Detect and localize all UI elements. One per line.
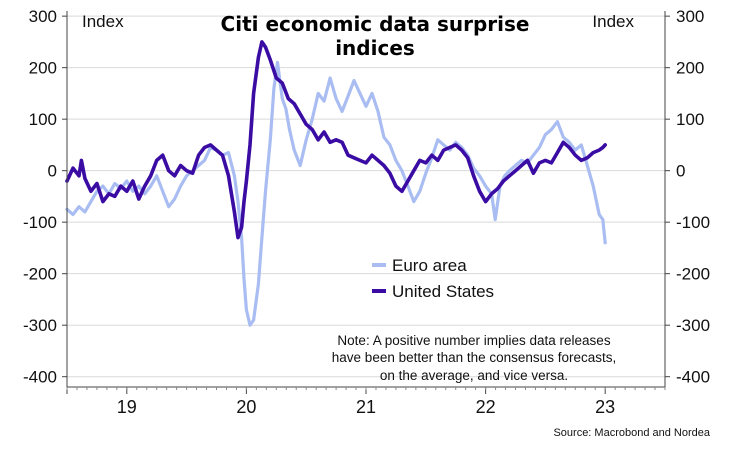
y-tick-label-left: -400 bbox=[23, 368, 57, 387]
y-tick-label-right: -300 bbox=[676, 316, 710, 335]
x-tick-label: 21 bbox=[356, 397, 376, 417]
gridlines bbox=[67, 15, 665, 378]
y-tick-label-right: 0 bbox=[676, 162, 685, 181]
note-line-3: on the average, and vice versa. bbox=[380, 368, 568, 383]
y-tick-label-left: 0 bbox=[48, 162, 57, 181]
y-tick-label-left: -200 bbox=[23, 265, 57, 284]
y-tick-label-right: 100 bbox=[676, 110, 704, 129]
x-tick-label: 23 bbox=[595, 397, 615, 417]
series-line-euro-area bbox=[65, 60, 607, 327]
x-tick-label: 19 bbox=[117, 397, 137, 417]
y-tick-label-left: 200 bbox=[29, 59, 57, 78]
series-line-united-states bbox=[65, 40, 607, 240]
source-note: Source: Macrobond and Nordea bbox=[553, 427, 710, 439]
y-unit-right: Index bbox=[592, 12, 634, 31]
y-tick-label-right: -200 bbox=[676, 265, 710, 284]
y-unit-left: Index bbox=[82, 12, 124, 31]
y-tick-label-left: -300 bbox=[23, 316, 57, 335]
x-axis: 19 20 21 22 23 bbox=[66, 387, 666, 417]
chart-title-line-1: Citi economic data surprise bbox=[221, 12, 530, 36]
y-tick-label-left: 100 bbox=[29, 110, 57, 129]
y-tick-label-right: 300 bbox=[676, 7, 704, 26]
legend: Euro area United States bbox=[372, 256, 494, 301]
legend-label-united-states: United States bbox=[392, 282, 494, 301]
y-axis-left: -400 -300 -200 -100 0 100 200 300 bbox=[23, 7, 57, 387]
legend-label-euro-area: Euro area bbox=[392, 256, 467, 275]
chart-title-line-2: indices bbox=[335, 36, 415, 60]
note-line-1: Note: A positive number implies data rel… bbox=[337, 333, 610, 348]
note: Note: A positive number implies data rel… bbox=[332, 333, 616, 383]
y-axis-right: -400 -300 -200 -100 0 100 200 300 bbox=[676, 7, 710, 387]
y-tick-label-right: -400 bbox=[676, 368, 710, 387]
y-tick-label-left: 300 bbox=[29, 7, 57, 26]
series-layer bbox=[65, 40, 607, 327]
y-tick-label-right: 200 bbox=[676, 59, 704, 78]
y-tick-label-left: -100 bbox=[23, 213, 57, 232]
note-line-2: have been better than the consensus fore… bbox=[332, 350, 616, 365]
y-tick-label-right: -100 bbox=[676, 213, 710, 232]
x-tick-label: 22 bbox=[476, 397, 496, 417]
x-tick-label: 20 bbox=[236, 397, 256, 417]
